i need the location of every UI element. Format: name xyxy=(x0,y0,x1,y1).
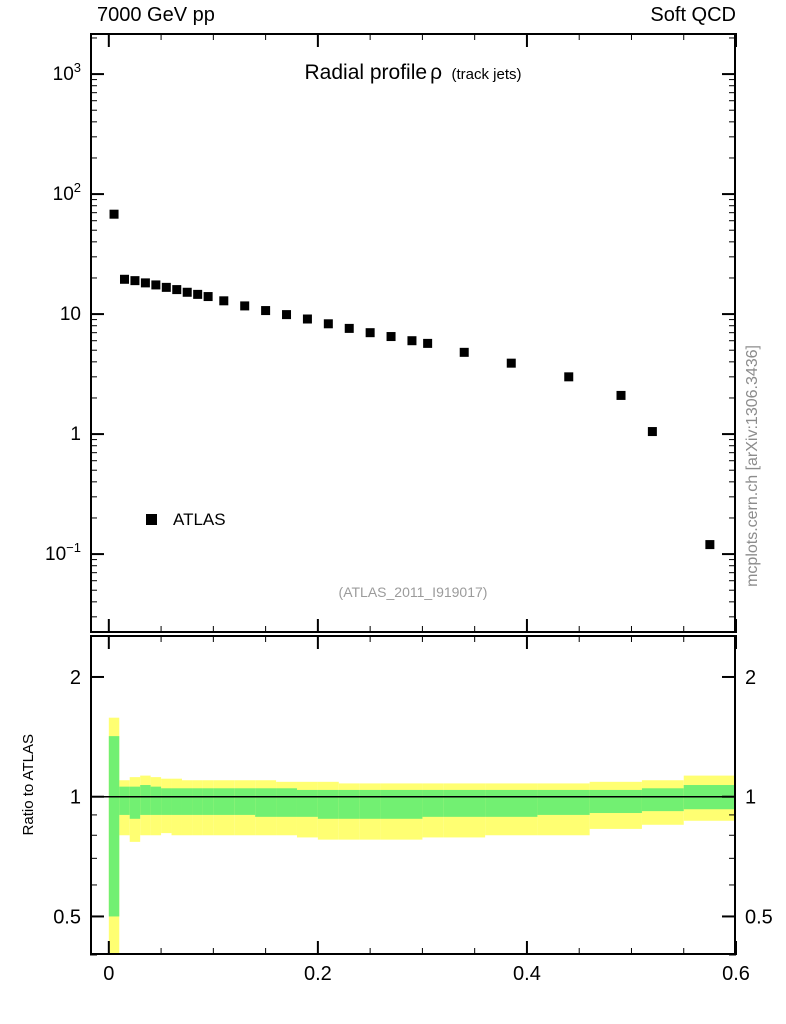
svg-text:103: 103 xyxy=(53,60,81,85)
data-point xyxy=(344,323,354,333)
data-point xyxy=(193,289,203,299)
data-point xyxy=(261,306,271,316)
data-point xyxy=(423,338,433,348)
data-point xyxy=(119,274,129,284)
plot-title-rho-symbol: ρ xyxy=(430,61,443,84)
inner-uncertainty-band xyxy=(234,788,256,815)
data-point xyxy=(564,372,574,382)
data-point xyxy=(302,314,312,324)
inner-uncertainty-band xyxy=(537,789,590,815)
inner-uncertainty-band xyxy=(213,788,235,815)
inner-uncertainty-band xyxy=(202,788,214,815)
legend: ATLAS xyxy=(146,509,226,529)
data-point xyxy=(616,390,626,400)
data-point xyxy=(459,347,469,357)
inner-uncertainty-band xyxy=(485,789,538,817)
analysis-id-annotation: (ATLAS_2011_I919017) xyxy=(338,584,488,600)
data-point xyxy=(130,276,140,286)
svg-text:0.6: 0.6 xyxy=(722,963,750,985)
svg-text:1: 1 xyxy=(70,787,81,809)
inner-uncertainty-band xyxy=(119,786,130,815)
data-point xyxy=(203,292,213,302)
svg-text:0.4: 0.4 xyxy=(513,963,541,985)
inner-uncertainty-band xyxy=(296,789,318,817)
inner-uncertainty-band xyxy=(171,788,182,815)
header-process-group: Soft QCD xyxy=(650,4,736,26)
plot-title-text: Radial profile xyxy=(304,61,428,84)
data-point xyxy=(647,427,657,437)
inner-uncertainty-band xyxy=(422,789,444,817)
data-point xyxy=(140,278,150,288)
inner-uncertainty-band xyxy=(150,786,162,815)
svg-text:0: 0 xyxy=(103,963,114,985)
svg-text:0.5: 0.5 xyxy=(53,906,81,928)
inner-uncertainty-band xyxy=(255,788,277,817)
data-point xyxy=(151,280,161,290)
legend-square-marker-icon xyxy=(146,514,157,525)
inner-uncertainty-band xyxy=(401,789,423,819)
inner-uncertainty-band xyxy=(276,788,297,817)
data-point xyxy=(282,310,292,320)
inner-uncertainty-band xyxy=(641,788,684,812)
ratio-plot-canvas: 2 2 1 1 0.5 0.5 0 0.2 0.4 0.6 xyxy=(53,635,773,985)
header-beam-energy: 7000 GeV pp xyxy=(97,4,215,26)
svg-text:2: 2 xyxy=(745,667,756,689)
data-point xyxy=(506,358,516,368)
inner-uncertainty-band xyxy=(443,789,486,817)
data-point xyxy=(219,296,229,306)
inner-uncertainty-band xyxy=(359,789,381,819)
inner-uncertainty-band xyxy=(380,789,402,819)
data-point xyxy=(365,328,375,338)
inner-uncertainty-band xyxy=(338,789,360,819)
inner-uncertainty-band xyxy=(129,786,141,819)
data-point xyxy=(323,319,333,329)
inner-uncertainty-band xyxy=(317,789,339,819)
data-point xyxy=(386,332,396,342)
inner-uncertainty-band xyxy=(161,788,172,815)
svg-text:0.2: 0.2 xyxy=(304,963,332,985)
data-point xyxy=(161,282,171,292)
data-point xyxy=(109,209,119,219)
data-point xyxy=(407,336,417,346)
inner-uncertainty-band xyxy=(589,789,642,814)
inner-uncertainty-band xyxy=(192,788,203,815)
inner-uncertainty-band xyxy=(181,788,193,815)
plot-title-note: (track jets) xyxy=(451,66,522,83)
inner-uncertainty-band xyxy=(108,736,120,917)
data-point xyxy=(172,285,182,295)
watermark-arxiv-label: mcplots.cern.ch [arXiv:1306.3436] xyxy=(744,345,761,587)
svg-text:10−1: 10−1 xyxy=(45,540,81,565)
ratio-axis-title: Ratio to ATLAS xyxy=(20,734,37,836)
data-point xyxy=(705,540,715,550)
data-point xyxy=(240,301,250,311)
svg-text:10: 10 xyxy=(60,304,81,325)
svg-text:1: 1 xyxy=(745,787,756,809)
data-point xyxy=(182,287,192,297)
svg-text:1: 1 xyxy=(70,424,81,445)
plot-title: Radial profile ρ (track jets) xyxy=(90,61,736,85)
svg-text:0.5: 0.5 xyxy=(745,906,773,928)
svg-text:102: 102 xyxy=(53,180,81,205)
legend-label: ATLAS xyxy=(173,509,226,529)
svg-text:2: 2 xyxy=(70,667,81,689)
inner-uncertainty-band xyxy=(140,785,151,815)
